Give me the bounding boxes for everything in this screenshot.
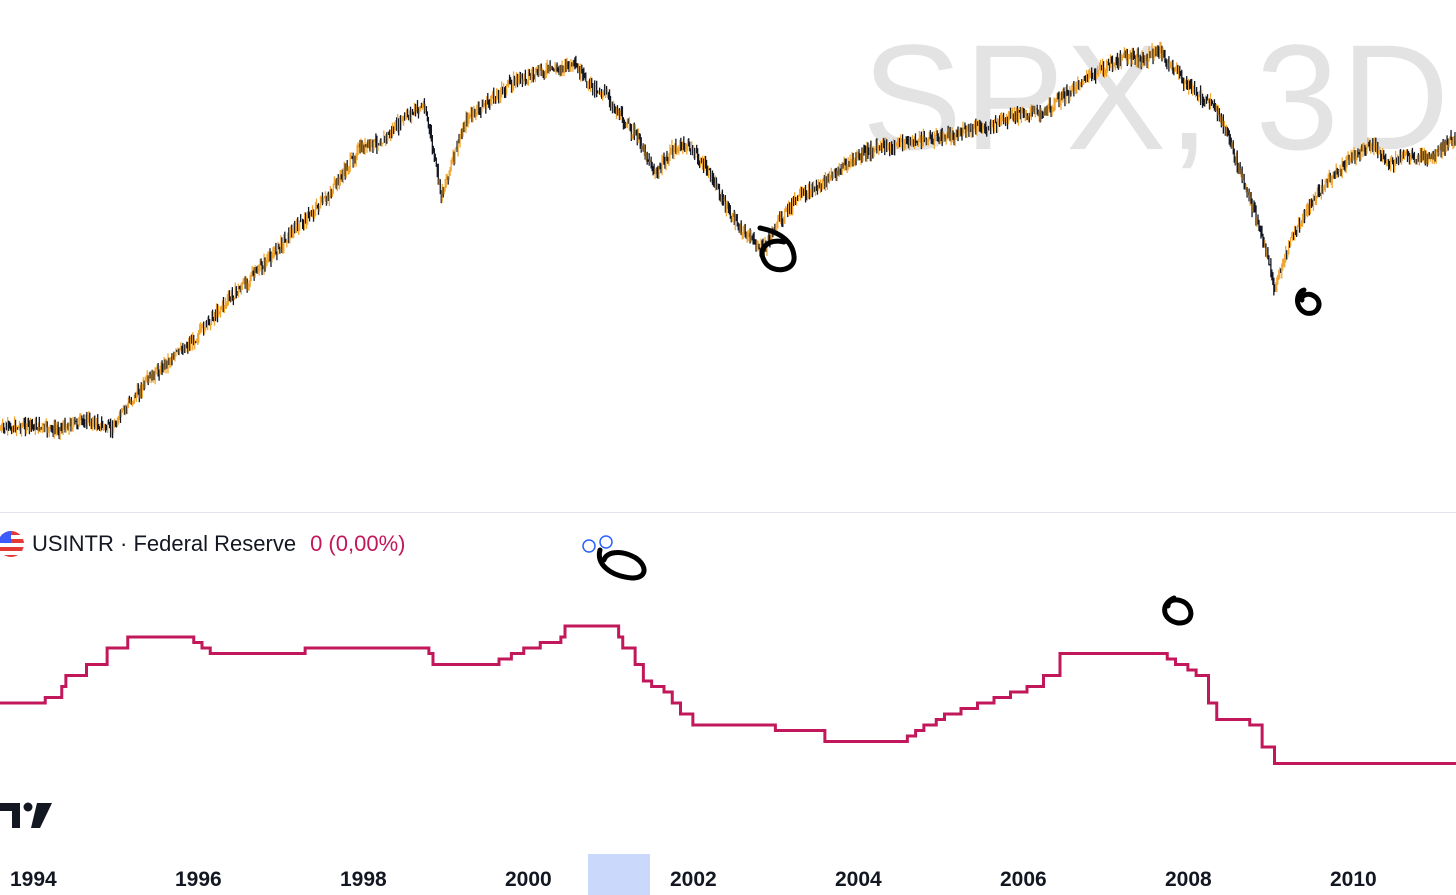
time-axis-tick: 2010 <box>1330 868 1377 891</box>
rate-pane[interactable] <box>0 514 1456 854</box>
time-axis-tick: 1998 <box>340 868 387 891</box>
pane-divider[interactable] <box>0 512 1456 513</box>
annotation-circle <box>757 225 797 273</box>
time-axis-tick: 2008 <box>1165 868 1212 891</box>
rate-line <box>0 624 1456 765</box>
time-axis-tick: 2006 <box>1000 868 1047 891</box>
time-axis-tick: 1994 <box>10 868 57 891</box>
time-axis-tick: 2004 <box>835 868 882 891</box>
crosshair-marker <box>582 539 596 553</box>
price-candles <box>0 41 1456 441</box>
time-axis-tick: 1996 <box>175 868 222 891</box>
annotation-circle <box>1162 595 1194 626</box>
us-flag-icon <box>0 531 24 557</box>
time-axis-tick: 2002 <box>670 868 717 891</box>
indicator-name: USINTR · Federal Reserve <box>32 531 297 556</box>
crosshair-marker <box>599 535 613 549</box>
annotation-circle <box>596 547 647 581</box>
price-pane[interactable] <box>0 0 1456 512</box>
crosshair-time-highlight <box>588 854 650 895</box>
tradingview-logo[interactable] <box>0 800 54 830</box>
indicator-legend[interactable]: USINTR · Federal Reserve 0 (0,00%) <box>0 529 405 559</box>
indicator-value: 0 (0,00%) <box>310 531 406 556</box>
time-axis-tick: 2000 <box>505 868 552 891</box>
annotation-circle <box>1295 287 1322 316</box>
